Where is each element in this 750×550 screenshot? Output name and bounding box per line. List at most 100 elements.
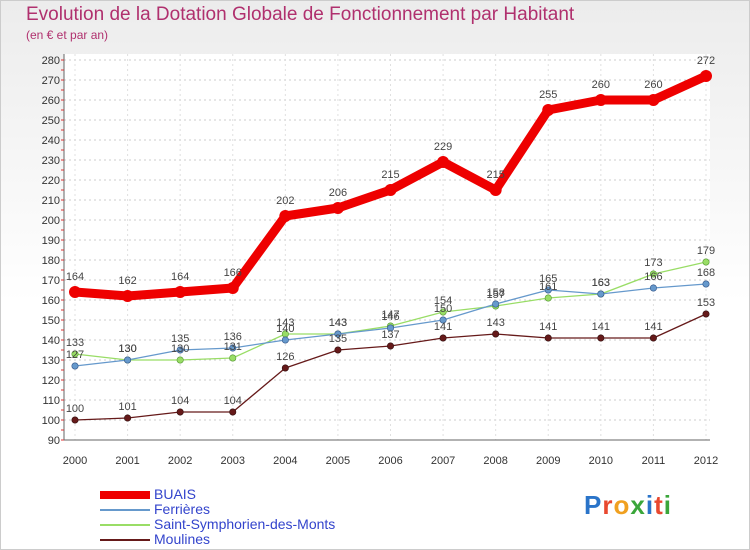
legend-swatch (100, 509, 150, 511)
data-point (281, 336, 289, 344)
data-label: 215 (486, 169, 504, 181)
legend-swatch (100, 524, 150, 526)
data-point (71, 416, 79, 424)
data-label: 126 (276, 351, 294, 363)
y-tick-label: 160 (42, 295, 60, 307)
y-tick-label: 250 (42, 115, 60, 127)
x-tick-label: 2005 (326, 455, 350, 467)
data-point (649, 334, 657, 342)
data-label: 140 (276, 323, 294, 335)
data-point (649, 270, 657, 278)
data-label: 202 (276, 195, 294, 207)
chart-title: Evolution de la Dotation Globale de Fonc… (26, 4, 575, 25)
data-point (597, 334, 605, 342)
data-label: 141 (592, 321, 610, 333)
legend-swatch (100, 539, 150, 541)
y-tick-label: 280 (42, 55, 60, 67)
data-label: 173 (644, 257, 662, 269)
logo-letter: o (613, 490, 631, 520)
data-point (702, 258, 710, 266)
y-tick-label: 240 (42, 135, 60, 147)
logo-letter: t (654, 490, 664, 520)
data-point (542, 104, 555, 116)
data-point (702, 280, 710, 288)
data-label: 101 (118, 401, 136, 413)
data-point (176, 408, 184, 416)
data-label: 135 (171, 333, 189, 345)
data-label: 143 (329, 317, 347, 329)
data-label: 215 (381, 169, 399, 181)
data-label: 260 (644, 79, 662, 91)
data-label: 157 (486, 289, 504, 301)
data-label: 260 (592, 79, 610, 91)
y-tick-label: 170 (42, 275, 60, 287)
legend-swatch (100, 491, 150, 499)
y-tick-label: 140 (42, 335, 60, 347)
data-label: 136 (224, 331, 242, 343)
data-point (386, 324, 394, 332)
data-point (71, 362, 79, 370)
data-label: 163 (592, 277, 610, 289)
y-tick-label: 180 (42, 255, 60, 267)
data-label: 146 (381, 311, 399, 323)
data-label: 206 (329, 187, 347, 199)
data-label: 141 (434, 321, 452, 333)
legend-label: Moulines (154, 531, 211, 547)
data-label: 130 (118, 343, 136, 355)
data-point (594, 94, 607, 106)
data-point (281, 364, 289, 372)
proxiti-logo: Proxiti (584, 490, 672, 521)
logo-letter: P (584, 490, 603, 520)
data-point (702, 310, 710, 318)
data-label: 100 (66, 403, 84, 415)
data-point (439, 316, 447, 324)
data-label: 166 (644, 271, 662, 283)
x-tick-label: 2002 (168, 455, 192, 467)
data-label: 179 (697, 245, 715, 257)
data-point (544, 334, 552, 342)
data-label: 255 (539, 89, 557, 101)
data-label: 168 (697, 267, 715, 279)
data-point (439, 308, 447, 316)
data-label: 135 (329, 333, 347, 345)
data-label: 166 (224, 267, 242, 279)
x-tick-label: 2009 (536, 455, 560, 467)
data-label: 162 (118, 275, 136, 287)
y-tick-label: 110 (42, 395, 60, 407)
data-point (229, 344, 237, 352)
y-tick-label: 260 (42, 95, 60, 107)
data-label: 229 (434, 141, 452, 153)
data-label: 133 (66, 337, 84, 349)
data-label: 147 (381, 309, 399, 321)
data-label: 130 (171, 343, 189, 355)
data-point (492, 300, 500, 308)
y-tick-label: 200 (42, 215, 60, 227)
x-tick-label: 2011 (642, 455, 666, 467)
y-tick-label: 270 (42, 75, 60, 87)
data-point (121, 290, 134, 302)
data-point (386, 342, 394, 350)
data-point (331, 202, 344, 214)
data-label: 161 (539, 281, 557, 293)
y-tick-label: 100 (42, 415, 60, 427)
logo-letter: i (663, 490, 672, 520)
x-tick-label: 2006 (378, 455, 402, 467)
data-label: 150 (434, 303, 452, 315)
data-label: 131 (224, 341, 242, 353)
legend-label: Saint-Symphorien-des-Monts (154, 516, 336, 532)
y-tick-label: 190 (42, 235, 60, 247)
data-point (492, 330, 500, 338)
data-point (279, 210, 292, 222)
data-point (174, 286, 187, 298)
x-tick-label: 2008 (483, 455, 507, 467)
data-point (176, 346, 184, 354)
y-tick-label: 120 (42, 375, 60, 387)
legend-label: BUAIS (154, 486, 197, 502)
legend-label: Ferrières (154, 501, 211, 517)
data-point (439, 334, 447, 342)
data-point (647, 94, 660, 106)
data-label: 127 (66, 349, 84, 361)
data-label: 104 (224, 395, 242, 407)
data-label: 141 (644, 321, 662, 333)
x-tick-label: 2012 (694, 455, 718, 467)
